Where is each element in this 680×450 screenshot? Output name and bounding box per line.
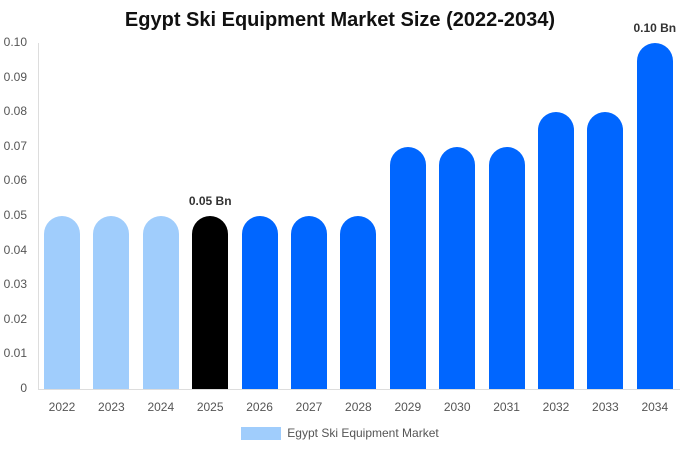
bar-2030[interactable] [439,146,476,389]
bar-2034[interactable] [636,43,673,389]
chart-title: Egypt Ski Equipment Market Size (2022-20… [124,9,556,31]
x-tick-label: 2027 [295,400,323,414]
x-tick-label: 2024 [147,400,175,414]
bar-2025[interactable] [192,216,229,389]
x-tick-label: 2032 [542,400,570,414]
bar-2029[interactable] [389,146,426,389]
x-tick-label: 2025 [196,400,224,414]
bar-2031[interactable] [488,146,525,389]
y-tick-label: 0.08 [3,104,27,119]
bar-2028[interactable] [340,216,377,389]
legend: Egypt Ski Equipment Market [0,426,680,440]
y-tick-label: 0.04 [3,242,27,257]
bar-2024[interactable] [142,216,179,389]
y-tick-label: 0.02 [3,311,27,326]
x-tick-label: 2022 [48,400,76,414]
bar-2032[interactable] [538,112,574,389]
x-tick-label: 2034 [641,400,669,414]
y-tick-label: 0.05 [3,208,27,222]
x-tick-label: 2029 [394,400,422,414]
y-tick-label: 0.06 [3,173,27,188]
value-label: 0.10 Bn [633,21,677,35]
y-tick-label: 0 [20,381,27,395]
x-tick-label: 2026 [246,400,273,414]
bar-2022[interactable] [44,216,80,389]
y-axis-line [38,43,39,390]
legend-label: Egypt Ski Equipment Market [287,426,439,440]
y-tick-label: 0.10 [3,35,27,49]
bar-2023[interactable] [93,216,130,389]
bar-2033[interactable] [587,112,624,389]
legend-swatch [241,426,282,440]
y-tick-label: 0.09 [3,69,27,84]
x-tick-label: 2033 [592,400,619,414]
y-tick-label: 0.07 [3,138,27,153]
value-label: 0.05 Bn [188,194,232,208]
bar-2026[interactable] [241,216,278,389]
y-tick-label: 0.03 [3,277,27,292]
x-axis-line [38,389,680,390]
x-tick-label: 2031 [493,400,520,414]
y-tick-label: 0.01 [3,346,27,361]
x-tick-label: 2023 [98,400,125,414]
x-tick-label: 2030 [443,400,471,414]
bar-2027[interactable] [291,216,327,389]
x-tick-label: 2028 [345,400,372,414]
